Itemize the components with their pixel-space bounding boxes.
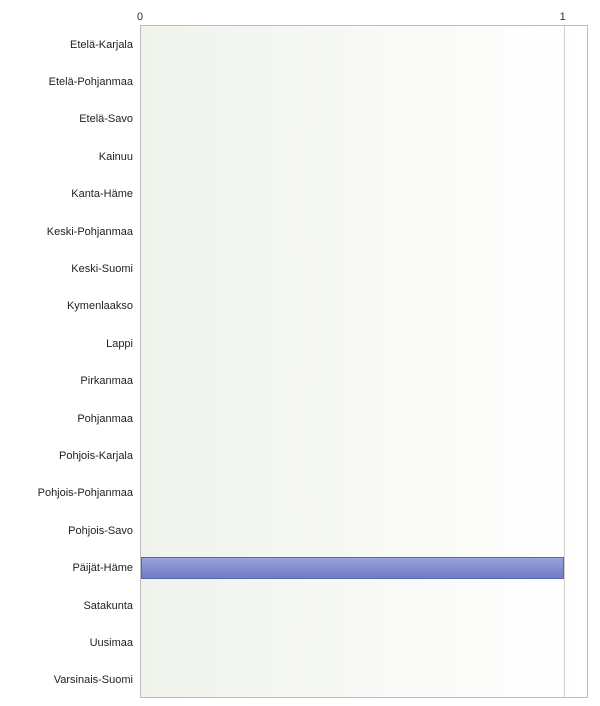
chart-row: Keski-Pohjanmaa	[141, 213, 587, 250]
category-label: Pohjois-Karjala	[59, 450, 141, 462]
x-axis-top: 01	[140, 5, 588, 25]
chart-row: Pohjois-Karjala	[141, 437, 587, 474]
chart-row: Pohjois-Savo	[141, 512, 587, 549]
category-label: Varsinais-Suomi	[54, 674, 141, 686]
category-label: Pohjois-Pohjanmaa	[38, 487, 141, 499]
chart-row: Etelä-Karjala	[141, 26, 587, 63]
plot-area: Etelä-KarjalaEtelä-PohjanmaaEtelä-SavoKa…	[140, 25, 588, 698]
chart-row: Satakunta	[141, 587, 587, 624]
category-label: Etelä-Pohjanmaa	[49, 76, 141, 88]
chart-row: Päijät-Häme	[141, 549, 587, 586]
category-label: Pohjanmaa	[77, 413, 141, 425]
chart-row: Kainuu	[141, 138, 587, 175]
category-label: Lappi	[106, 338, 141, 350]
category-label: Päijät-Häme	[72, 562, 141, 574]
chart-row: Pohjanmaa	[141, 400, 587, 437]
category-label: Pirkanmaa	[80, 375, 141, 387]
category-label: Etelä-Savo	[79, 113, 141, 125]
chart-row: Uusimaa	[141, 624, 587, 661]
chart-row: Lappi	[141, 325, 587, 362]
category-label: Kymenlaakso	[67, 300, 141, 312]
category-label: Satakunta	[83, 600, 141, 612]
chart-row: Kymenlaakso	[141, 288, 587, 325]
chart-row: Pirkanmaa	[141, 363, 587, 400]
chart-row: Pohjois-Pohjanmaa	[141, 475, 587, 512]
category-label: Kainuu	[99, 151, 141, 163]
category-label: Keski-Pohjanmaa	[47, 226, 141, 238]
category-label: Keski-Suomi	[71, 263, 141, 275]
chart-row: Varsinais-Suomi	[141, 662, 587, 699]
category-label: Etelä-Karjala	[70, 39, 141, 51]
chart-row: Etelä-Pohjanmaa	[141, 63, 587, 100]
horizontal-bar-chart: 01 Etelä-KarjalaEtelä-PohjanmaaEtelä-Sav…	[0, 0, 600, 706]
category-label: Pohjois-Savo	[68, 525, 141, 537]
category-label: Kanta-Häme	[71, 188, 141, 200]
bar	[141, 557, 564, 579]
chart-row: Keski-Suomi	[141, 250, 587, 287]
chart-row: Etelä-Savo	[141, 101, 587, 138]
chart-row: Kanta-Häme	[141, 176, 587, 213]
x-axis-tick-label: 0	[137, 11, 143, 23]
category-label: Uusimaa	[90, 637, 141, 649]
x-axis-tick-label: 1	[560, 11, 566, 23]
